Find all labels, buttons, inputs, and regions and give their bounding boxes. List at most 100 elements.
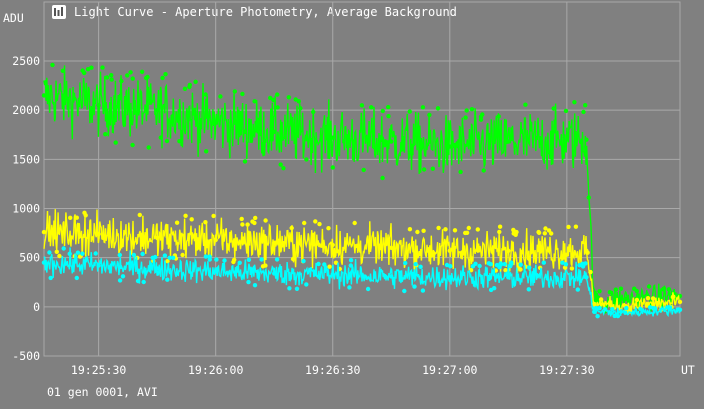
data-point xyxy=(677,307,683,312)
data-point xyxy=(421,228,426,233)
data-point xyxy=(120,274,126,279)
data-point xyxy=(415,229,420,235)
data-point xyxy=(263,218,268,223)
data-point xyxy=(109,77,114,82)
data-point xyxy=(294,286,300,291)
data-point xyxy=(563,262,569,267)
data-point xyxy=(597,305,602,311)
data-point xyxy=(326,226,331,231)
data-point xyxy=(298,106,303,111)
data-point xyxy=(119,78,124,84)
data-point xyxy=(348,258,354,263)
data-point xyxy=(68,215,73,220)
data-point xyxy=(448,264,453,269)
data-point xyxy=(165,259,170,264)
data-point xyxy=(447,248,452,253)
y-tick-label: 0 xyxy=(33,300,40,314)
data-point xyxy=(430,166,435,171)
data-point xyxy=(74,215,80,220)
data-point xyxy=(412,284,417,289)
data-point xyxy=(74,275,80,281)
data-point xyxy=(610,307,615,312)
data-point xyxy=(232,89,237,94)
data-point xyxy=(646,284,652,289)
data-point xyxy=(584,137,589,142)
data-point xyxy=(348,263,353,268)
data-point xyxy=(213,119,218,125)
data-point xyxy=(260,264,266,269)
x-tick-label: 19:27:30 xyxy=(539,363,594,377)
data-point xyxy=(187,84,192,90)
data-point xyxy=(67,251,72,256)
data-point xyxy=(420,105,426,110)
data-point xyxy=(211,213,216,219)
data-point xyxy=(389,245,394,250)
data-point xyxy=(623,310,628,315)
data-point xyxy=(240,222,245,227)
data-point xyxy=(330,135,335,140)
data-point xyxy=(174,220,180,225)
data-point xyxy=(413,262,418,267)
data-point xyxy=(93,251,98,256)
data-point xyxy=(466,225,471,231)
series-0 xyxy=(41,62,683,314)
data-point xyxy=(347,285,352,290)
data-point xyxy=(359,103,365,108)
data-point xyxy=(418,264,423,269)
data-point xyxy=(575,287,580,292)
y-tick-label: 2000 xyxy=(12,103,40,117)
axis-labels: ADU UT -500 0 500 1000 1500 2000 2500 19:25:30 1… xyxy=(3,11,695,377)
y-tick-label: 1500 xyxy=(12,152,40,166)
window-title: Light Curve - Aperture Photometry, Avera… xyxy=(74,5,457,19)
data-point xyxy=(252,99,257,104)
data-point xyxy=(402,288,407,294)
data-point xyxy=(527,265,532,270)
data-point xyxy=(580,262,586,267)
data-point xyxy=(246,257,252,262)
data-point xyxy=(498,261,503,266)
data-point xyxy=(511,231,516,236)
data-point xyxy=(109,73,114,78)
data-point xyxy=(231,259,236,265)
data-point xyxy=(131,252,137,258)
data-point xyxy=(89,65,94,70)
data-point xyxy=(592,301,597,307)
data-point xyxy=(252,283,258,288)
data-point xyxy=(193,79,198,85)
data-point xyxy=(436,225,441,231)
data-point xyxy=(177,139,182,144)
data-point xyxy=(380,175,385,181)
data-point xyxy=(352,220,357,226)
data-point xyxy=(316,261,321,267)
data-point xyxy=(593,305,599,311)
data-point xyxy=(623,296,628,302)
data-point xyxy=(289,225,294,231)
data-point xyxy=(569,266,575,271)
data-point xyxy=(128,70,133,75)
data-point xyxy=(96,263,101,268)
data-point xyxy=(661,287,666,292)
data-point xyxy=(562,265,568,270)
data-point xyxy=(301,258,306,264)
data-point xyxy=(421,167,427,172)
data-point xyxy=(586,195,591,200)
data-point xyxy=(203,254,209,259)
data-point xyxy=(272,240,277,246)
data-point xyxy=(506,248,511,253)
data-point xyxy=(598,297,604,302)
data-point xyxy=(503,268,508,273)
data-point xyxy=(302,220,307,226)
data-point xyxy=(207,254,212,259)
data-point xyxy=(581,109,586,115)
data-point xyxy=(155,235,160,241)
data-point xyxy=(290,256,296,262)
data-point xyxy=(47,250,52,255)
data-point xyxy=(443,227,448,232)
data-point xyxy=(497,229,502,235)
data-point xyxy=(54,249,59,254)
data-point xyxy=(497,224,503,229)
data-point xyxy=(577,263,582,268)
data-point xyxy=(407,109,412,114)
data-point xyxy=(137,212,142,218)
